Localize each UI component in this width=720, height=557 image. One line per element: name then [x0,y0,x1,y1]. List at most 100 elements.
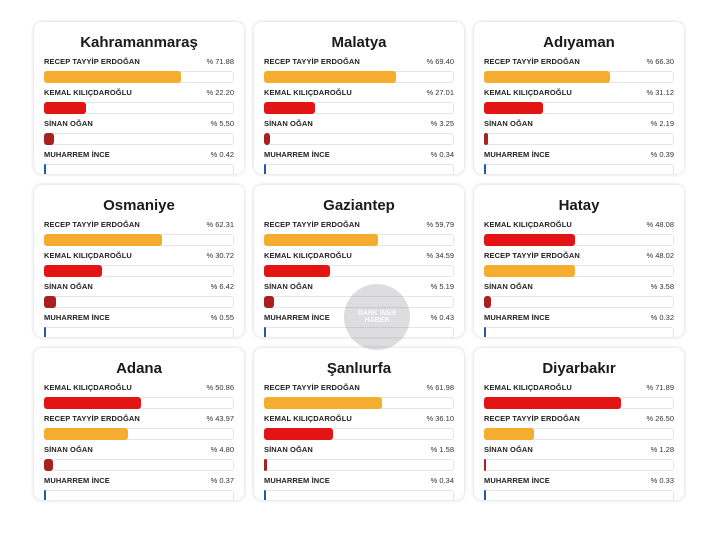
city-title: Diyarbakır [542,360,616,377]
candidate-row-header: KEMAL KILIÇDAROĞLU % 34.59 [264,250,454,262]
candidate-name: MUHARREM İNCE [264,150,330,159]
candidate-row: MUHARREM İNCE % 0.37 [44,475,234,500]
candidate-row-header: KEMAL KILIÇDAROĞLU % 22.20 [44,87,234,99]
candidate-row: SİNAN OĞAN % 5.50 [44,118,234,149]
candidate-name: MUHARREM İNCE [484,476,550,485]
candidate-percentage: % 31.12 [646,88,674,97]
bar-track [44,459,234,471]
candidate-percentage: % 1.28 [650,445,674,454]
bar-track [484,71,674,83]
candidate-row: KEMAL KILIÇDAROĞLU % 71.89 [484,382,674,413]
vote-bar [44,327,46,337]
bar-track [264,459,454,471]
candidate-row: KEMAL KILIÇDAROĞLU % 30.72 [44,250,234,281]
candidate-row: KEMAL KILIÇDAROĞLU % 48.08 [484,219,674,250]
candidate-row: RECEP TAYYİP ERDOĞAN % 62.31 [44,219,234,250]
vote-bar [484,428,535,440]
candidate-row-header: SİNAN OĞAN % 1.28 [484,444,674,456]
candidate-row: KEMAL KILIÇDAROĞLU % 31.12 [484,87,674,118]
candidate-percentage: % 0.37 [210,476,234,485]
candidate-row-header: RECEP TAYYİP ERDOĞAN % 62.31 [44,219,234,231]
vote-bar [264,490,266,500]
candidate-row: MUHARREM İNCE % 0.32 [484,312,674,337]
vote-bar [44,234,163,246]
candidate-row: RECEP TAYYİP ERDOĞAN % 61.98 [264,382,454,413]
candidate-row: SİNAN OĞAN % 1.28 [484,444,674,475]
vote-bar [264,459,267,471]
candidate-row-header: MUHARREM İNCE % 0.55 [44,312,234,324]
candidate-row-header: RECEP TAYYİP ERDOĞAN % 48.02 [484,250,674,262]
candidate-percentage: % 4.80 [210,445,234,454]
candidate-percentage: % 62.31 [206,220,234,229]
candidate-row-header: RECEP TAYYİP ERDOĞAN % 26.50 [484,413,674,425]
bar-track [44,327,234,337]
city-title: Gaziantep [323,197,395,214]
candidate-percentage: % 0.34 [430,476,454,485]
candidate-row-header: KEMAL KILIÇDAROĞLU % 48.08 [484,219,674,231]
candidate-row-header: SİNAN OĞAN % 3.58 [484,281,674,293]
candidate-row-header: MUHARREM İNCE % 0.32 [484,312,674,324]
bar-track [44,164,234,174]
candidate-name: SİNAN OĞAN [264,445,313,454]
bar-track [44,428,234,440]
candidate-row-header: RECEP TAYYİP ERDOĞAN % 69.40 [264,56,454,68]
candidate-percentage: % 30.72 [206,251,234,260]
bar-track [44,102,234,114]
vote-bar [264,296,274,308]
candidate-percentage: % 1.58 [430,445,454,454]
bar-track [484,327,674,337]
candidate-name: MUHARREM İNCE [484,313,550,322]
candidate-name: SİNAN OĞAN [44,445,93,454]
vote-bar [264,428,333,440]
candidate-row: KEMAL KILIÇDAROĞLU % 27.01 [264,87,454,118]
bar-track [44,397,234,409]
vote-bar [44,296,57,308]
vote-bar [484,133,489,145]
watermark-logo: DARK WEB HABER [344,284,410,350]
candidate-percentage: % 2.19 [650,119,674,128]
candidate-row-header: KEMAL KILIÇDAROĞLU % 71.89 [484,382,674,394]
candidate-name: SİNAN OĞAN [264,282,313,291]
candidate-percentage: % 48.02 [646,251,674,260]
candidate-percentage: % 61.98 [426,383,454,392]
vote-bar [44,490,46,500]
candidate-name: MUHARREM İNCE [44,150,110,159]
candidate-name: MUHARREM İNCE [264,313,330,322]
candidate-name: SİNAN OĞAN [264,119,313,128]
candidate-name: MUHARREM İNCE [44,313,110,322]
candidate-percentage: % 6.42 [210,282,234,291]
candidate-row-header: KEMAL KILIÇDAROĞLU % 50.86 [44,382,234,394]
candidate-percentage: % 36.10 [426,414,454,423]
bar-track [484,164,674,174]
city-panel: Malatya RECEP TAYYİP ERDOĞAN % 69.40 KEMAL … [254,22,464,174]
city-panel: Hatay KEMAL KILIÇDAROĞLU % 48.08 RECEP TAYY… [474,185,684,337]
city-panel: Gaziantep RECEP TAYYİP ERDOĞAN % 59.79 KEMA… [254,185,464,337]
candidate-row-header: SİNAN OĞAN % 3.25 [264,118,454,130]
candidate-name: SİNAN OĞAN [44,282,93,291]
candidate-row-header: RECEP TAYYİP ERDOĞAN % 61.98 [264,382,454,394]
candidate-name: RECEP TAYYİP ERDOĞAN [264,383,360,392]
bar-track [484,428,674,440]
vote-bar [44,133,55,145]
candidate-percentage: % 3.58 [650,282,674,291]
watermark-line1: DARK WEB [357,310,397,317]
candidate-name: KEMAL KILIÇDAROĞLU [264,251,352,260]
candidate-row-header: SİNAN OĞAN % 4.80 [44,444,234,456]
candidate-row-header: RECEP TAYYİP ERDOĞAN % 59.79 [264,219,454,231]
candidate-name: KEMAL KILIÇDAROĞLU [484,383,572,392]
candidate-percentage: % 0.32 [650,313,674,322]
candidate-name: SİNAN OĞAN [484,119,533,128]
candidate-name: SİNAN OĞAN [44,119,93,128]
candidate-row-header: RECEP TAYYİP ERDOĞAN % 43.97 [44,413,234,425]
candidate-row: RECEP TAYYİP ERDOĞAN % 71.88 [44,56,234,87]
candidate-percentage: % 59.79 [426,220,454,229]
candidate-row: MUHARREM İNCE % 0.34 [264,475,454,500]
candidate-row-header: KEMAL KILIÇDAROĞLU % 27.01 [264,87,454,99]
candidate-percentage: % 71.88 [206,57,234,66]
candidate-name: MUHARREM İNCE [484,150,550,159]
bar-track [44,71,234,83]
vote-bar [484,71,610,83]
candidate-name: KEMAL KILIÇDAROĞLU [44,88,132,97]
city-panel: Diyarbakır KEMAL KILIÇDAROĞLU % 71.89 RECEP… [474,348,684,500]
vote-bar [484,265,576,277]
